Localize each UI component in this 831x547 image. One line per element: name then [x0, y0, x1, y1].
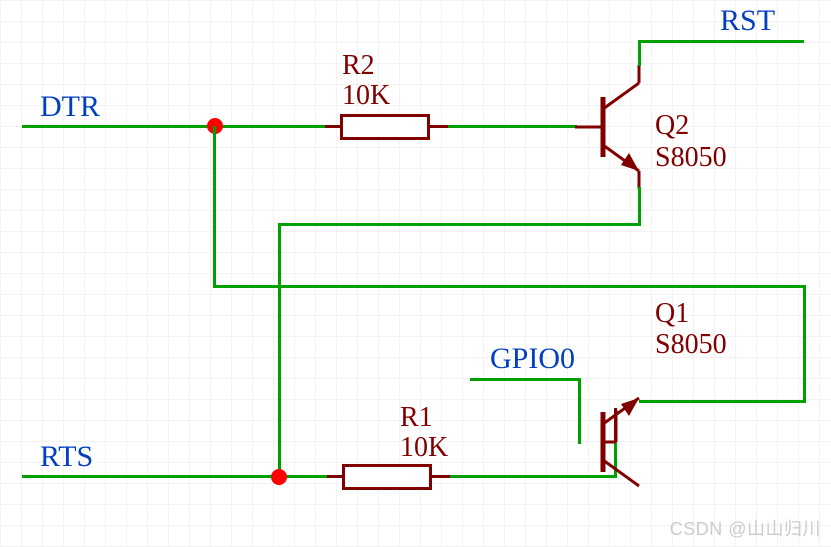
q1-transistor — [575, 380, 655, 510]
wire-q2-em-todown — [278, 223, 281, 477]
wire-to-q1-em — [803, 285, 806, 403]
q1-base-stub — [614, 408, 617, 442]
wire-gpio0 — [470, 378, 580, 381]
wire-q1-em-in — [639, 400, 806, 403]
wire-r2-q2 — [448, 125, 577, 128]
wire-dtr-drop — [213, 126, 216, 287]
net-dtr: DTR — [40, 92, 100, 122]
r2-lead-right — [430, 125, 448, 128]
q2-transistor — [575, 65, 655, 195]
q2-part: S8050 — [655, 144, 727, 172]
wire-dtr-right — [213, 285, 805, 288]
q2-ref: Q2 — [655, 112, 689, 140]
r2-body — [340, 114, 430, 140]
wire-q2-em-left — [278, 223, 641, 226]
r1-ref: R1 — [400, 404, 433, 432]
r2-value: 10K — [342, 82, 390, 110]
wire-rst-v — [638, 40, 641, 66]
r1-body — [342, 464, 432, 490]
junction-rts — [271, 469, 287, 485]
q1-part: S8050 — [655, 331, 727, 359]
net-rst: RST — [720, 6, 775, 36]
watermark-text: CSDN @山山归川 — [670, 515, 821, 541]
q1-ref: Q1 — [655, 300, 689, 328]
wire-dtr — [22, 125, 325, 128]
r2-ref: R2 — [342, 52, 375, 80]
wire-gpio0-v — [578, 378, 581, 444]
r1-value: 10K — [400, 434, 448, 462]
wire-rst-h — [638, 40, 804, 43]
net-gpio0: GPIO0 — [490, 344, 575, 374]
net-rts: RTS — [40, 442, 93, 472]
schematic-canvas: DTR R2 10K Q2 S8050 RST RTS R1 10K — [0, 0, 831, 547]
r1-lead-right — [432, 475, 450, 478]
wire-q2-em-down — [638, 187, 641, 225]
